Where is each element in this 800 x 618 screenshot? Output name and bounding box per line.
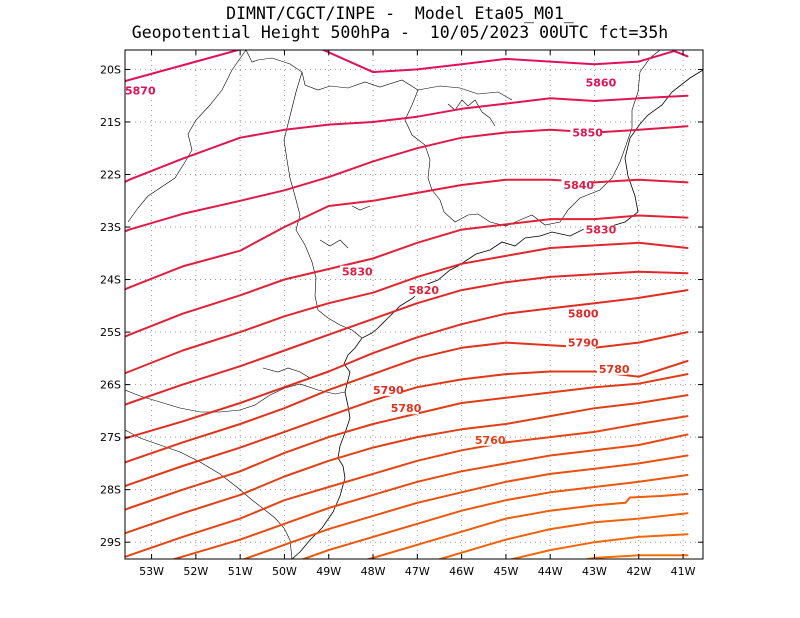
- contour-line: [125, 373, 689, 511]
- state-borders: [125, 50, 661, 559]
- lon-tick-label: 52W: [183, 565, 208, 578]
- contour-label-bg: [570, 126, 601, 139]
- lat-tick-label: 24S: [100, 274, 121, 287]
- lat-tick-label: 23S: [100, 221, 121, 234]
- contour-label-bg: [340, 265, 371, 278]
- contour-line: [436, 512, 689, 559]
- contour-line: [365, 492, 689, 559]
- contour-label: 5830: [586, 224, 617, 237]
- lon-tick-label: 51W: [228, 565, 253, 578]
- lon-tick-label: 45W: [493, 565, 518, 578]
- contour-label-bg: [406, 284, 437, 297]
- contour-line: [508, 533, 689, 559]
- contour-label-bg: [565, 336, 596, 349]
- lat-tick-label: 22S: [100, 168, 121, 181]
- contour-label-bg: [565, 307, 596, 320]
- contour-label-bg: [371, 383, 402, 396]
- contour-line: [125, 394, 689, 535]
- lon-tick-label: 53W: [139, 565, 164, 578]
- lon-tick-label: 43W: [582, 565, 607, 578]
- contour-label-bg: [123, 84, 153, 97]
- contour-label-bg: [472, 433, 503, 446]
- lat-tick-label: 21S: [100, 116, 121, 129]
- lat-tick-label: 29S: [100, 536, 121, 549]
- lat-tick-label: 27S: [100, 431, 121, 444]
- contour-line: [125, 270, 689, 406]
- lon-tick-label: 47W: [405, 565, 430, 578]
- contour-label: 5830: [342, 266, 373, 279]
- contour-line: [125, 415, 689, 559]
- lon-tick-label: 49W: [316, 565, 341, 578]
- lon-tick-label: 44W: [538, 565, 563, 578]
- contour-line: [125, 241, 689, 375]
- map-title: DIMNT/CGCT/INPE - Model Eta05_M01_ Geopot…: [0, 4, 800, 42]
- contour-label: 5870: [125, 84, 156, 97]
- contour-line: [241, 454, 689, 559]
- contour-label: 5800: [568, 308, 599, 321]
- contour-label: 5760: [475, 434, 506, 447]
- contour-label: 5860: [586, 77, 617, 90]
- lon-tick-label: 41W: [671, 565, 696, 578]
- plot-frame: [124, 49, 704, 560]
- contour-line: [125, 289, 689, 440]
- contour-label: 5780: [599, 363, 630, 376]
- contour-label-bg: [596, 362, 627, 375]
- lon-tick-label: 46W: [449, 565, 474, 578]
- lat-tick-label: 26S: [100, 379, 121, 392]
- title-line-2: Geopotential Height 500hPa - 10/05/2023 …: [131, 23, 669, 42]
- lon-tick-label: 48W: [361, 565, 386, 578]
- contour-label: 5820: [408, 284, 439, 297]
- contour-label-bg: [583, 76, 614, 89]
- lat-tick-label: 20S: [100, 63, 121, 76]
- contour-line: [125, 214, 689, 338]
- contour-label: 5780: [391, 402, 422, 415]
- lat-tick-label: 28S: [100, 484, 121, 497]
- contour-lines: [125, 50, 689, 559]
- contour-label: 5840: [563, 179, 594, 192]
- contour-line: [171, 433, 689, 559]
- contour-label: 5850: [572, 126, 603, 139]
- lon-tick-label: 50W: [272, 565, 297, 578]
- lat-tick-label: 25S: [100, 326, 121, 339]
- contour-line: [300, 474, 689, 559]
- brazil-coastline: [291, 69, 703, 559]
- contour-line: [125, 50, 242, 83]
- contour-label: 5790: [373, 384, 404, 397]
- contour-labels: 5870 5860 5850 5840 5830 5830 5820 5800 5790 5790…: [123, 76, 630, 447]
- axis-ticks: 20S 21S 22S 23S 24S 25S 26S 27S 28S 29S 53W 52W 51W 5…: [100, 50, 703, 578]
- lon-tick-label: 42W: [626, 565, 651, 578]
- contour-label: 5790: [568, 337, 599, 350]
- contour-line: [321, 50, 689, 74]
- contour-line: [125, 94, 689, 183]
- contour-label-bg: [583, 223, 614, 236]
- lakes: [319, 99, 496, 249]
- title-line-1: DIMNT/CGCT/INPE - Model Eta05_M01_: [226, 4, 574, 23]
- contour-label-bg: [388, 402, 419, 415]
- contour-label-bg: [561, 178, 592, 191]
